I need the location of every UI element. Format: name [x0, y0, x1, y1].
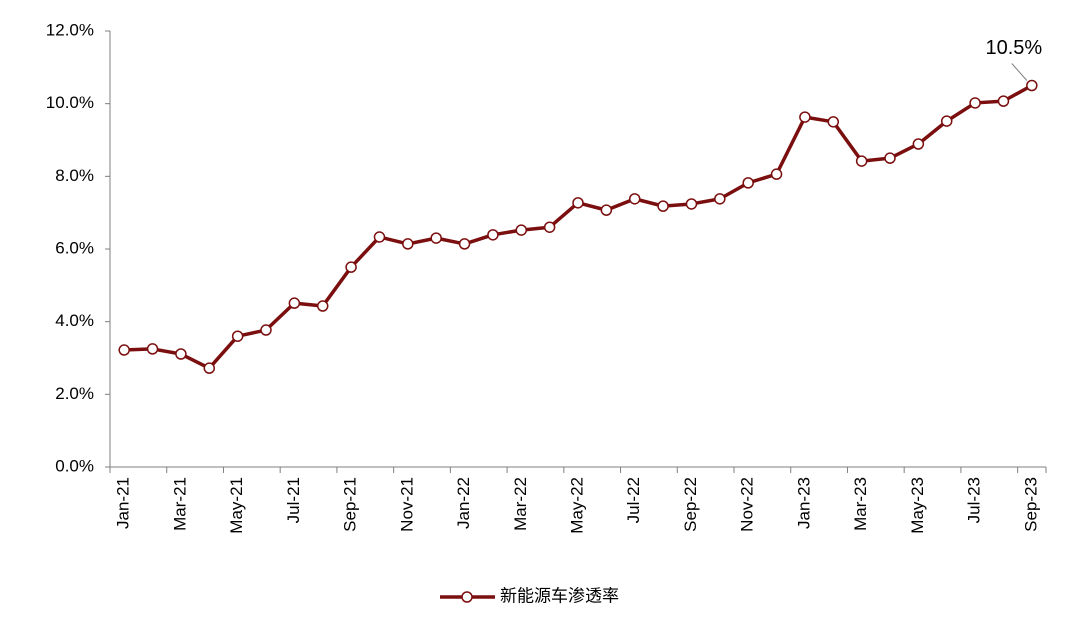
- x-tick-label: Jul-22: [624, 477, 643, 523]
- y-tick-label: 6.0%: [55, 238, 94, 257]
- legend-label: 新能源车渗透率: [500, 586, 619, 605]
- point: [997, 95, 1010, 107]
- point: [884, 152, 896, 164]
- legend-marker: [461, 591, 473, 603]
- x-tick-label: May-21: [227, 477, 246, 534]
- y-tick-label: 0.0%: [55, 456, 94, 475]
- point: [203, 362, 216, 374]
- point: [799, 111, 811, 123]
- x-tick-label: Nov-21: [397, 477, 416, 532]
- x-tick-label: Mar-22: [511, 477, 530, 531]
- y-tick-label: 2.0%: [55, 384, 94, 403]
- point: [146, 343, 159, 355]
- point: [827, 116, 840, 128]
- point: [628, 193, 641, 205]
- series-line: [124, 83, 1033, 370]
- data-label: 10.5%: [985, 37, 1042, 59]
- point: [515, 224, 528, 236]
- x-tick-label: Nov-22: [738, 477, 757, 532]
- point: [231, 330, 244, 342]
- x-tick-label: Mar-21: [170, 477, 189, 531]
- x-tick-label: Jan-23: [794, 477, 813, 529]
- x-tick-label: Jan-22: [454, 477, 473, 529]
- point: [600, 204, 613, 216]
- x-tick-label: Mar-23: [851, 477, 870, 531]
- point: [345, 261, 357, 273]
- x-tick-label: Sep-22: [681, 477, 700, 532]
- point: [543, 221, 556, 233]
- x-tick-label: Jan-21: [114, 477, 133, 529]
- point: [458, 238, 471, 250]
- point: [316, 300, 329, 312]
- point: [175, 348, 187, 360]
- point: [912, 138, 925, 150]
- point: [770, 168, 783, 180]
- point: [430, 232, 442, 244]
- x-tick-label: May-23: [908, 477, 927, 534]
- x-tick-label: Sep-21: [341, 477, 360, 532]
- y-tick-label: 12.0%: [46, 20, 94, 39]
- x-tick-label: Sep-23: [1021, 477, 1040, 532]
- point: [1026, 79, 1038, 92]
- y-tick-label: 8.0%: [55, 166, 94, 185]
- point: [118, 344, 130, 356]
- point: [940, 115, 953, 127]
- point: [402, 238, 414, 250]
- y-tick-label: 4.0%: [55, 311, 94, 330]
- point: [487, 229, 499, 241]
- y-tick-label: 10.0%: [46, 93, 94, 112]
- point: [260, 324, 272, 336]
- point: [742, 177, 754, 189]
- point: [685, 198, 698, 210]
- point: [714, 193, 726, 205]
- x-tick-label: Jul-21: [284, 477, 303, 523]
- point: [969, 97, 981, 109]
- point: [657, 200, 669, 212]
- x-tick-label: May-22: [567, 477, 586, 534]
- point: [572, 197, 584, 209]
- point: [288, 297, 301, 309]
- label-leader: [1011, 63, 1028, 81]
- x-tick-label: Jul-23: [965, 477, 984, 523]
- point: [373, 231, 386, 243]
- point: [855, 155, 868, 167]
